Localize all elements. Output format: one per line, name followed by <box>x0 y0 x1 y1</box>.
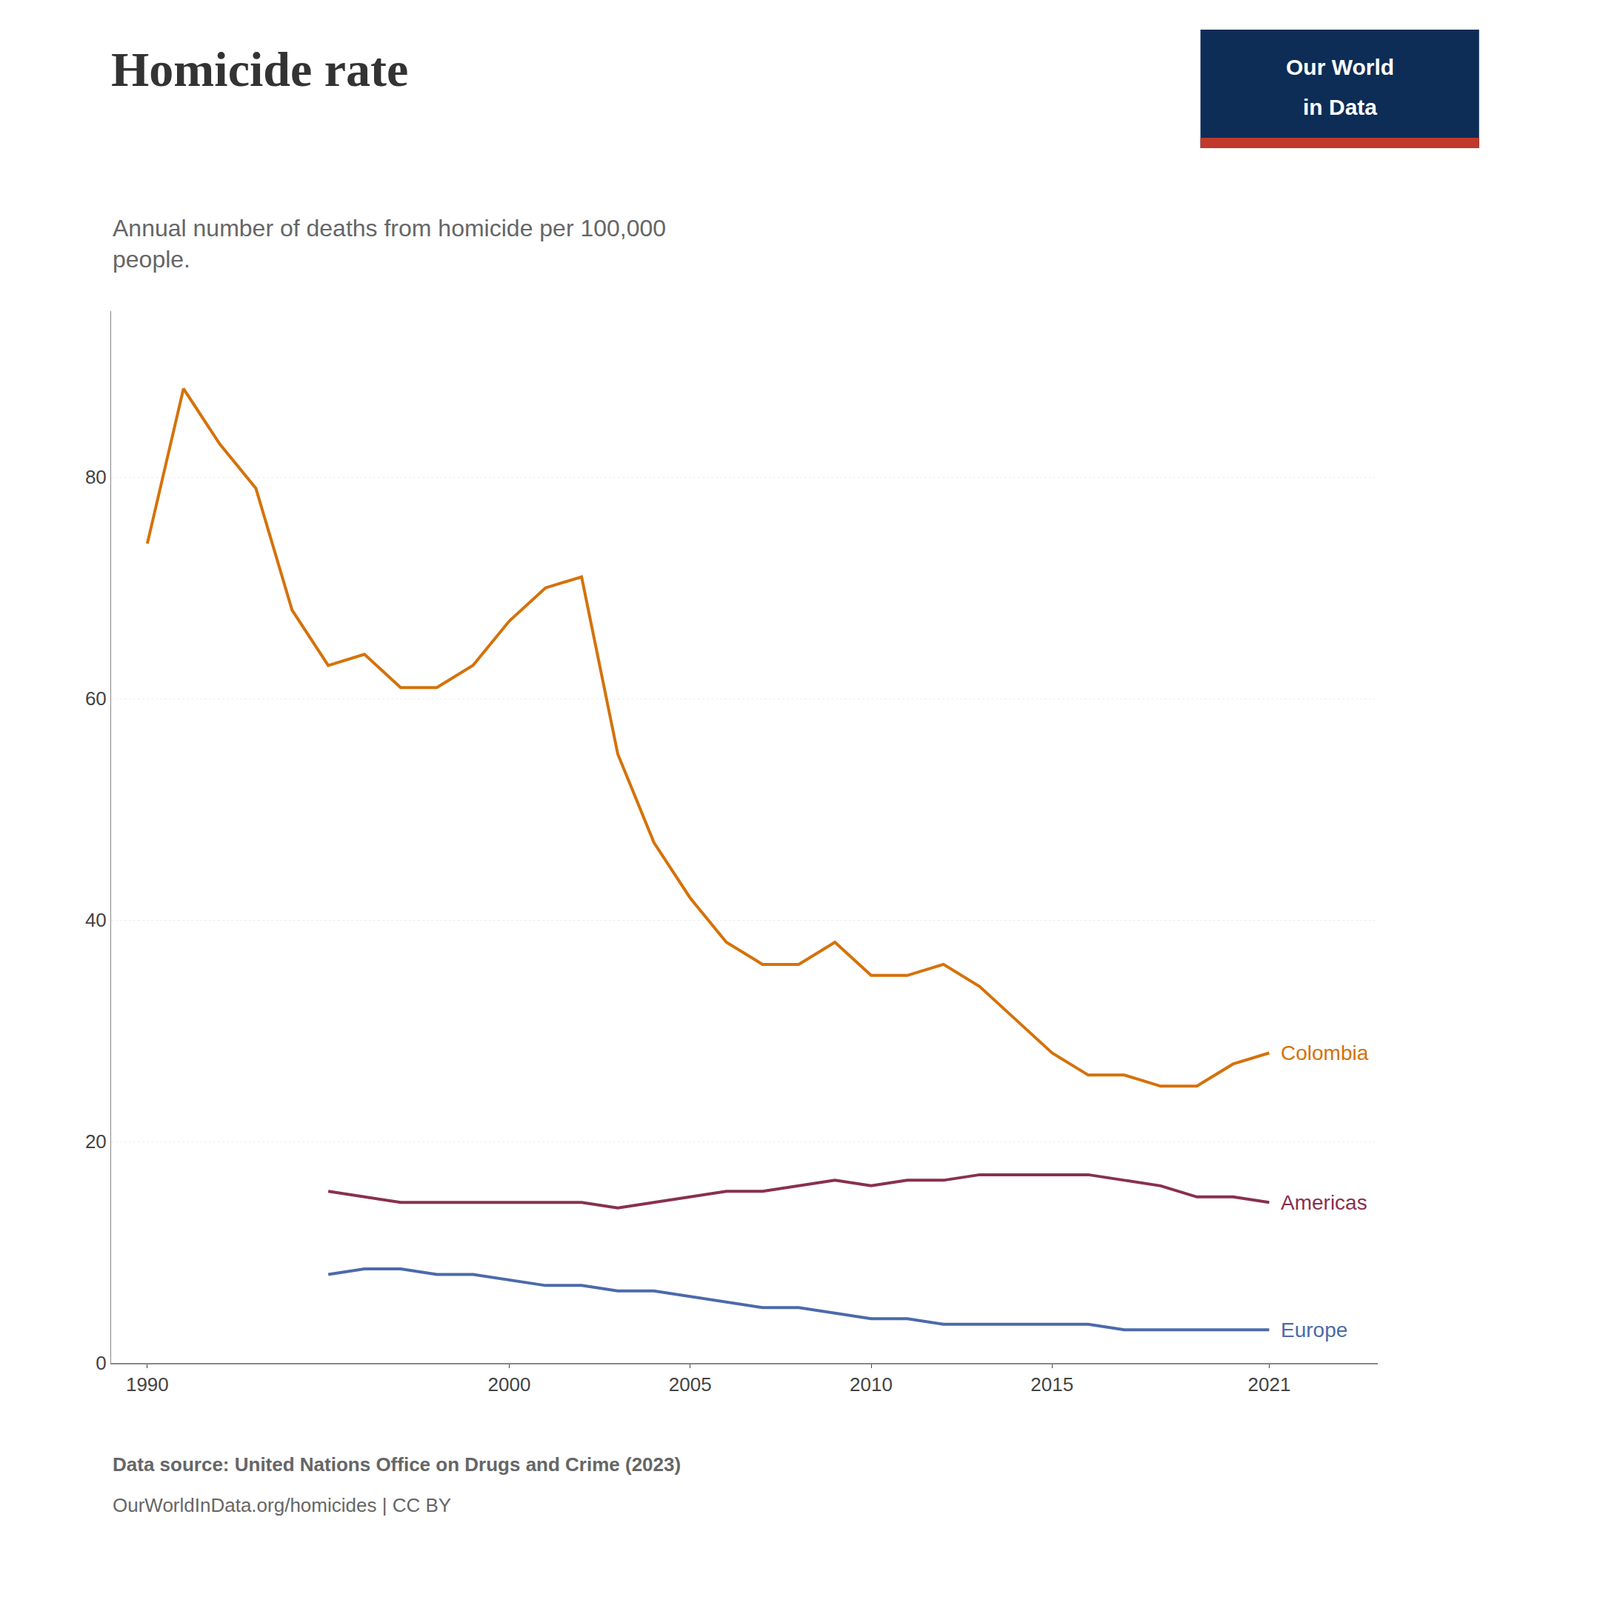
svg-text:2010: 2010 <box>849 1373 893 1396</box>
svg-text:60: 60 <box>85 687 107 710</box>
svg-text:2005: 2005 <box>668 1373 712 1396</box>
svg-text:40: 40 <box>85 908 107 932</box>
svg-text:2000: 2000 <box>488 1373 532 1396</box>
svg-text:20: 20 <box>85 1130 107 1153</box>
svg-text:Europe: Europe <box>1280 1318 1348 1342</box>
svg-text:0: 0 <box>95 1351 106 1375</box>
svg-text:Our World: Our World <box>1285 54 1395 80</box>
svg-text:Annual number of deaths from h: Annual number of deaths from homicide pe… <box>112 214 666 273</box>
svg-text:80: 80 <box>85 465 107 489</box>
svg-text:Colombia: Colombia <box>1280 1041 1369 1065</box>
svg-text:2015: 2015 <box>1030 1373 1074 1396</box>
svg-text:2021: 2021 <box>1248 1373 1292 1396</box>
svg-text:Data source: United Nations Of: Data source: United Nations Office on Dr… <box>112 1453 681 1476</box>
svg-text:OurWorldInData.org/homicides |: OurWorldInData.org/homicides | CC BY <box>112 1494 452 1517</box>
svg-text:Homicide rate: Homicide rate <box>111 42 409 97</box>
svg-text:Americas: Americas <box>1280 1191 1368 1215</box>
svg-text:in Data: in Data <box>1302 94 1378 120</box>
svg-text:1990: 1990 <box>125 1373 169 1396</box>
